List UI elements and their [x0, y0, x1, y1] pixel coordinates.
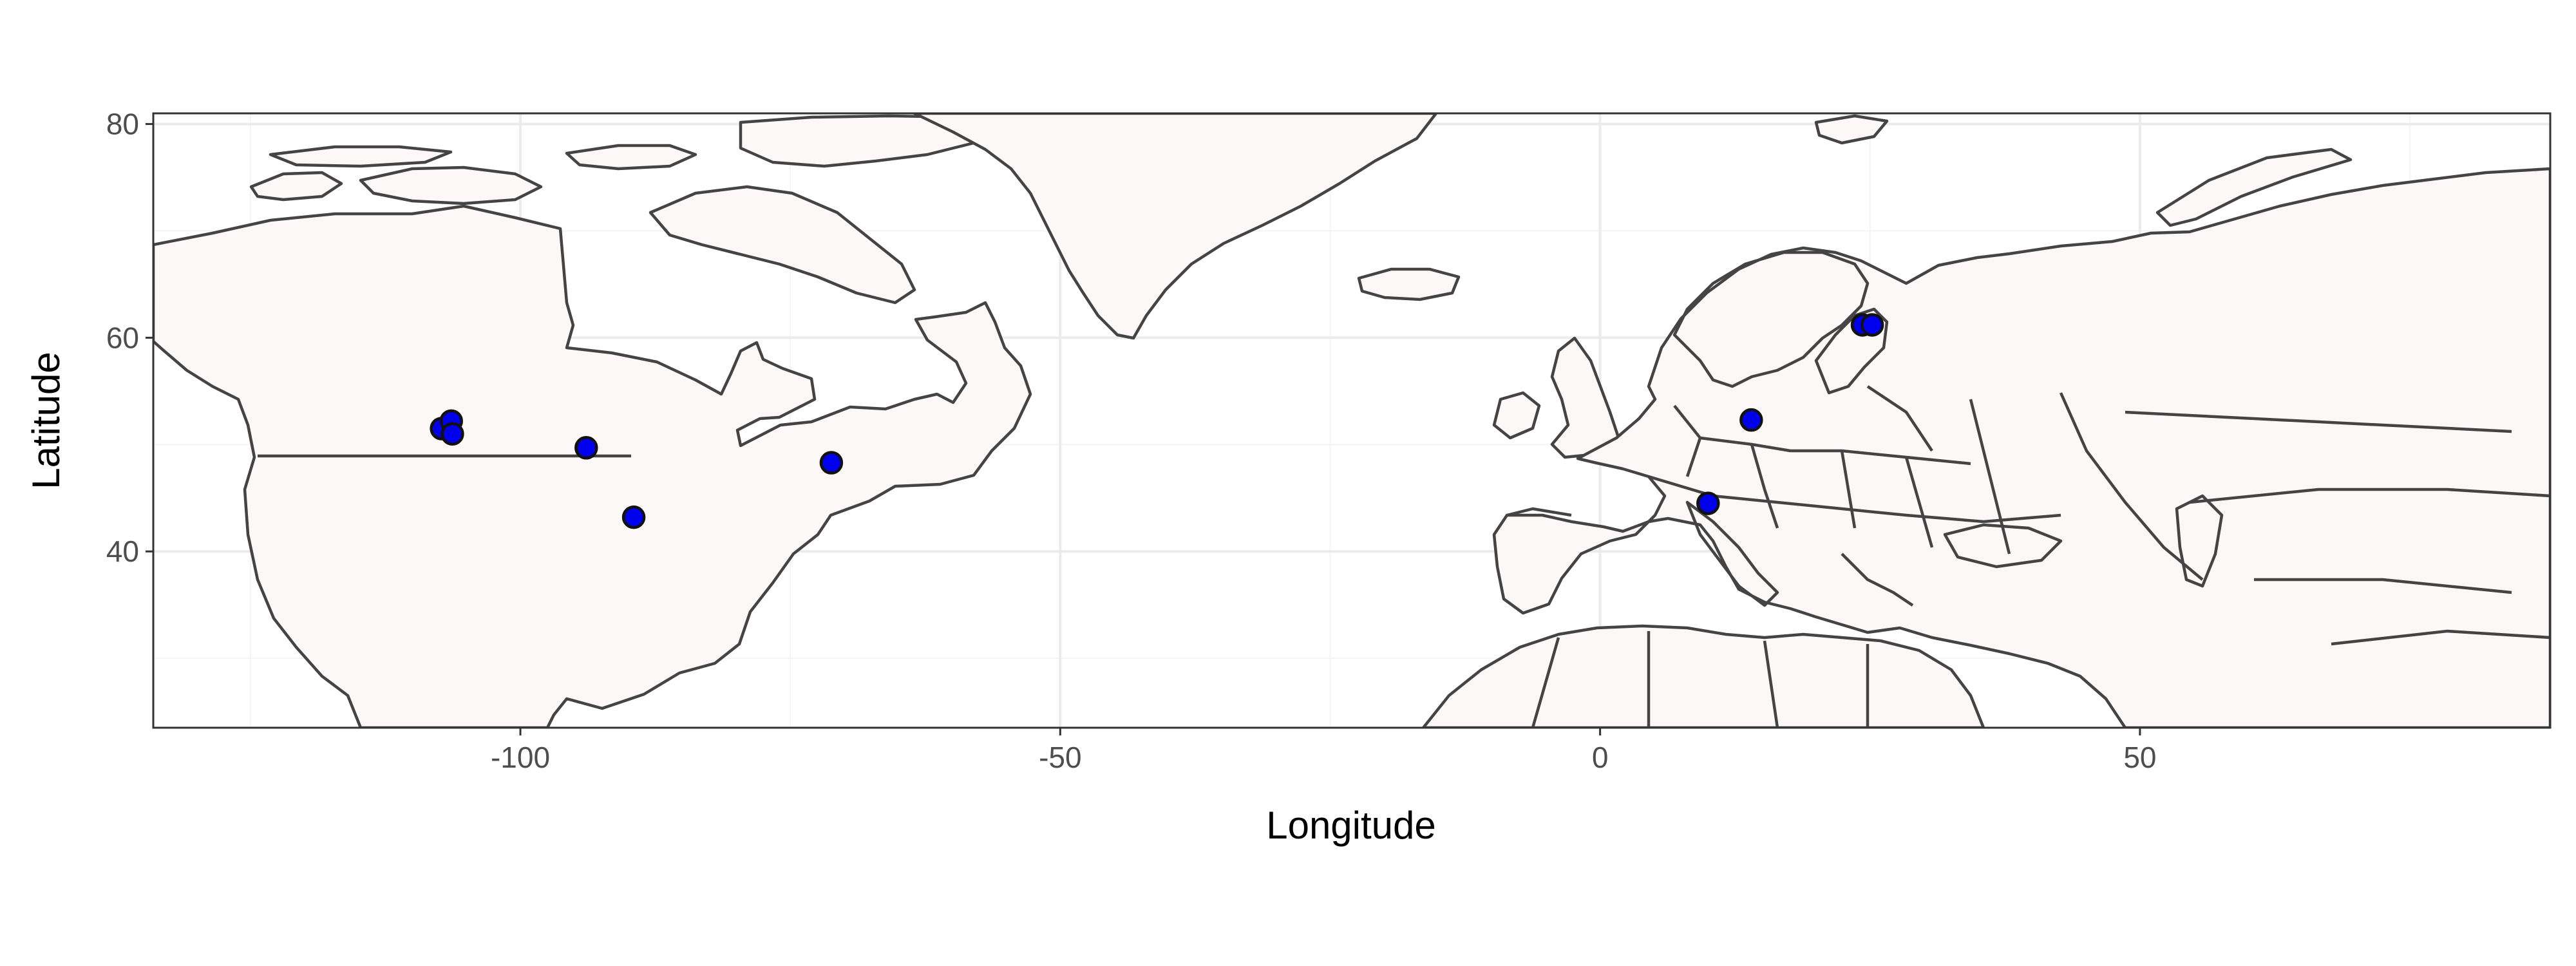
site-point — [440, 422, 464, 446]
site-point — [1739, 408, 1763, 432]
victoria-island — [359, 166, 543, 205]
x-tick-label: 0 — [1592, 741, 1609, 774]
mediterranean-coast — [1506, 507, 1914, 607]
svalbard — [1814, 114, 1889, 145]
europe-borders — [1531, 385, 2550, 728]
site-point — [1696, 491, 1720, 515]
axes: -100 -50 0 50 40 60 80 — [106, 108, 2157, 774]
scandinavia-coast — [1672, 251, 1870, 388]
site-point — [819, 451, 844, 475]
x-tick-label: -50 — [1039, 741, 1081, 774]
greenland — [913, 113, 1438, 340]
baffin-island — [649, 185, 916, 305]
black-sea — [1943, 523, 2063, 569]
y-tick-label: 80 — [106, 108, 139, 141]
site-point — [621, 505, 646, 529]
novaya-zemlya — [2155, 147, 2353, 227]
y-tick-label: 60 — [106, 321, 139, 354]
caspian-sea — [2175, 494, 2224, 588]
site-point — [1860, 313, 1884, 337]
parry-islands — [269, 145, 453, 168]
basemap — [153, 113, 2550, 728]
devon-island — [565, 144, 697, 171]
ireland — [1492, 391, 1541, 440]
italy-peninsula — [1685, 500, 1779, 607]
y-axis-title: Latitude — [24, 352, 68, 489]
banks-island — [249, 171, 343, 202]
baltic-sea — [1814, 307, 1889, 395]
site-point — [574, 436, 598, 460]
site-points — [430, 313, 1884, 529]
x-tick-label: -100 — [491, 741, 550, 774]
iceland — [1357, 267, 1461, 301]
north-america-landmass — [153, 204, 1032, 728]
africa-north — [1421, 624, 1985, 728]
panel-border — [152, 112, 2552, 729]
x-axis-title: Longitude — [1266, 804, 1436, 847]
x-tick-label: 50 — [2123, 741, 2156, 774]
eurasia-landmass — [1492, 167, 2550, 728]
y-tick-label: 40 — [106, 535, 139, 568]
